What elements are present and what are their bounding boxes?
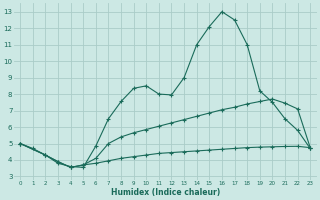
X-axis label: Humidex (Indice chaleur): Humidex (Indice chaleur) (111, 188, 220, 197)
